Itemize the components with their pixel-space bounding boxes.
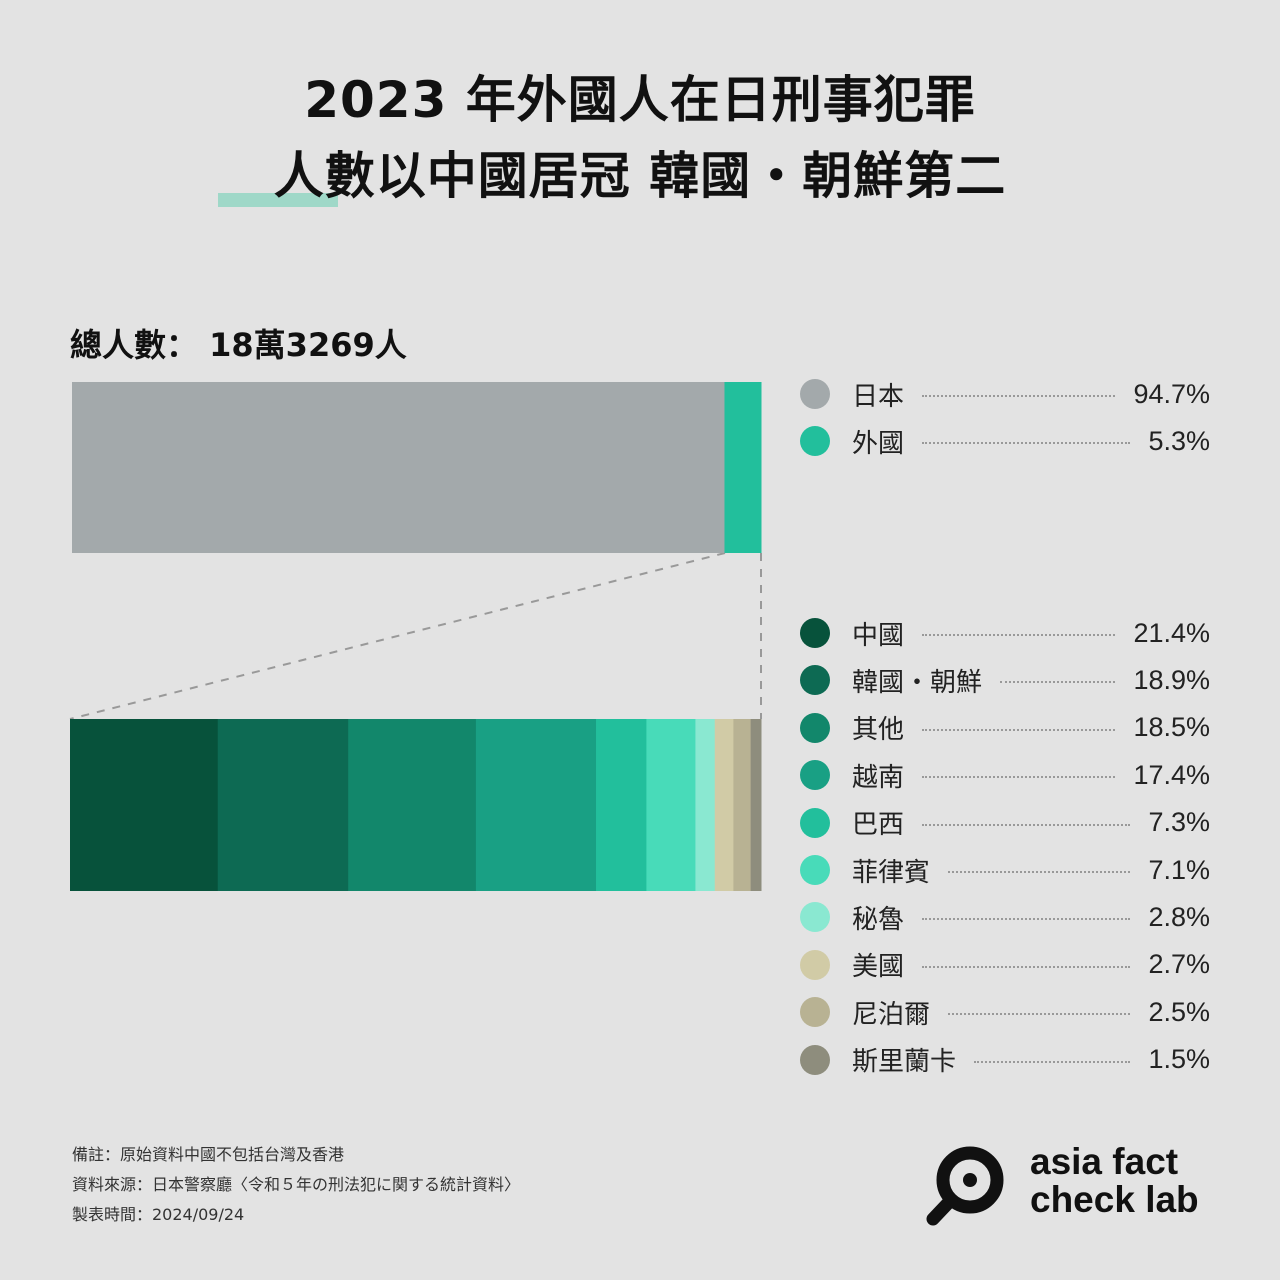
legend-value: 94.7% xyxy=(1133,378,1210,409)
legend-item: 秘魯 2.8% xyxy=(800,901,1210,935)
legend-label: 菲律賓 xyxy=(852,857,931,888)
leader-line xyxy=(974,1060,1131,1063)
legend-swatch xyxy=(800,665,830,696)
bar-segment-0-0 xyxy=(72,382,725,553)
legend-value: 7.1% xyxy=(1148,854,1210,885)
logo-line-1: asia fact xyxy=(1030,1141,1179,1182)
legend-swatch xyxy=(800,426,830,456)
legend-swatch xyxy=(800,618,830,648)
legend-label: 尼泊爾 xyxy=(852,999,931,1030)
leader-line xyxy=(948,1013,1131,1016)
legend-label: 其他 xyxy=(852,715,905,746)
legend-label: 外國 xyxy=(852,428,905,459)
bar-segment-1-7 xyxy=(714,719,734,891)
bar-segment-1-4 xyxy=(596,719,647,891)
bar-segment-1-9 xyxy=(750,719,762,891)
leader-line xyxy=(1000,681,1116,684)
title-line-1: 2023 年外國人在日刑事犯罪 xyxy=(304,71,976,129)
bar-segment-1-2 xyxy=(348,719,477,891)
legend-label: 越南 xyxy=(852,762,905,793)
legend-item: 日本 94.7% xyxy=(800,378,1210,412)
legend-value: 18.5% xyxy=(1133,712,1210,743)
bar-segment-0-1 xyxy=(724,382,762,553)
leader-line xyxy=(922,918,1131,921)
note-date: 製表時間：2024/09/24 xyxy=(72,1205,245,1224)
legend-value: 17.4% xyxy=(1133,759,1210,790)
bar-segment-1-0 xyxy=(70,719,219,891)
legend-value: 7.3% xyxy=(1148,807,1210,838)
leader-line xyxy=(922,965,1131,968)
bar-segment-1-6 xyxy=(695,719,716,891)
legend-item: 美國 2.7% xyxy=(800,949,1210,983)
leader-line xyxy=(922,776,1116,779)
legend-swatch xyxy=(800,902,830,933)
legend-label: 中國 xyxy=(852,620,905,651)
legend-swatch xyxy=(800,855,830,885)
legend-item: 斯里蘭卡 1.5% xyxy=(800,1044,1210,1078)
legend-label: 秘魯 xyxy=(852,904,905,935)
leader-line xyxy=(922,634,1116,636)
logo-text: asia fact check lab xyxy=(1030,1143,1199,1219)
legend-label: 斯里蘭卡 xyxy=(852,1047,957,1078)
title-highlight xyxy=(218,193,338,207)
leader-line xyxy=(948,871,1131,873)
legend-item: 菲律賓 7.1% xyxy=(800,854,1210,888)
legend-swatch xyxy=(800,760,830,791)
legend-value: 2.5% xyxy=(1148,996,1210,1027)
legend-value: 2.8% xyxy=(1148,901,1210,932)
legend-value: 1.5% xyxy=(1148,1044,1210,1075)
title-line-2: 人數以中國居冠 韓國・朝鮮第二 xyxy=(273,147,1007,205)
legend-item: 外國 5.3% xyxy=(800,425,1210,459)
legend-value: 2.7% xyxy=(1148,949,1210,980)
logo-line-2: check lab xyxy=(1030,1179,1199,1220)
legend-item: 越南 17.4% xyxy=(800,759,1210,793)
legend-swatch xyxy=(800,807,830,838)
legend-swatch xyxy=(800,379,830,409)
note-source: 資料來源：日本警察廳〈令和５年の刑法犯に関する統計資料〉 xyxy=(72,1175,521,1194)
leader-line xyxy=(922,823,1131,826)
legend-swatch xyxy=(800,1044,830,1075)
legend-value: 21.4% xyxy=(1133,617,1210,648)
note-remark: 備註：原始資料中國不包括台灣及香港 xyxy=(72,1145,345,1164)
leader-line xyxy=(922,728,1116,731)
legend-value: 18.9% xyxy=(1133,664,1210,695)
legend-item: 巴西 7.3% xyxy=(800,807,1210,841)
legend-swatch xyxy=(800,997,830,1028)
legend-label: 巴西 xyxy=(852,810,905,841)
legend-label: 日本 xyxy=(852,381,905,412)
legend-value: 5.3% xyxy=(1148,425,1210,456)
leader-line xyxy=(922,442,1131,444)
legend-swatch xyxy=(800,712,830,743)
bar-segment-1-3 xyxy=(475,719,597,891)
leader-line xyxy=(922,395,1116,397)
legend-item: 中國 21.4% xyxy=(800,617,1210,651)
bar-segment-1-8 xyxy=(733,719,752,891)
bar-segment-1-5 xyxy=(646,719,696,891)
zoom-connector-left xyxy=(69,552,726,720)
legend-swatch xyxy=(800,949,830,980)
bar-segment-1-1 xyxy=(217,719,349,891)
legend-item: 韓國・朝鮮 18.9% xyxy=(800,664,1210,698)
legend-label: 韓國・朝鮮 xyxy=(852,667,983,698)
legend-label: 美國 xyxy=(852,952,905,983)
total-label: 總人數： 18萬3269人 xyxy=(70,326,407,364)
legend-item: 其他 18.5% xyxy=(800,712,1210,746)
notes: 備註：原始資料中國不包括台灣及香港 資料來源：日本警察廳〈令和５年の刑法犯に関す… xyxy=(72,1140,520,1230)
legend-item: 尼泊爾 2.5% xyxy=(800,996,1210,1030)
